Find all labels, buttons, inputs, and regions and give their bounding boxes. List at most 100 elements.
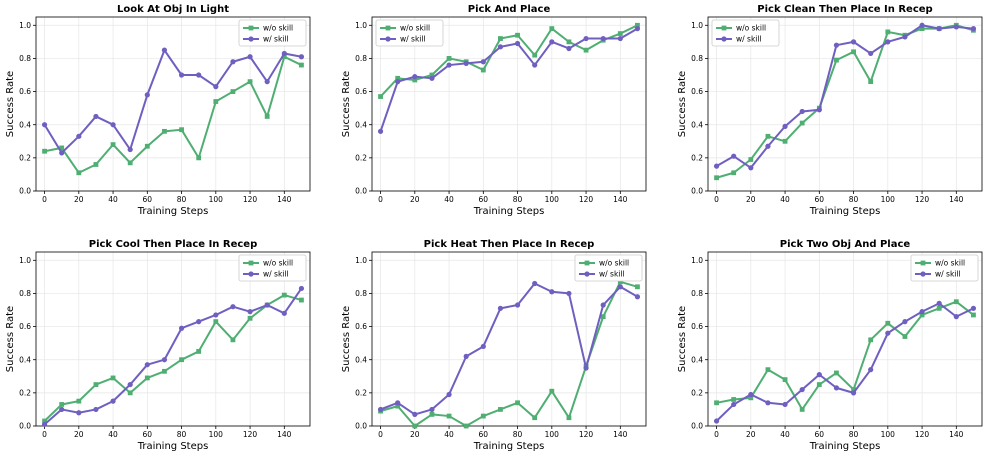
x-tick-label: 100 [545, 430, 560, 439]
x-tick-label: 80 [177, 430, 187, 439]
data-point [395, 75, 401, 81]
data-point [41, 421, 48, 427]
data-point [264, 79, 270, 85]
data-point [179, 127, 184, 133]
series-line [380, 282, 638, 416]
x-tick-label: 0 [42, 195, 47, 204]
data-point [919, 309, 925, 315]
data-point [42, 148, 47, 154]
data-point [76, 410, 82, 416]
x-tick-label: 0 [42, 430, 47, 439]
data-point [144, 375, 150, 381]
x-axis-label: Training Steps [809, 441, 881, 452]
x-tick-label: 140 [277, 430, 292, 439]
data-point [144, 362, 150, 368]
data-point [799, 407, 805, 412]
legend-label: w/ skill [935, 270, 961, 279]
data-point [497, 44, 504, 50]
data-point [264, 302, 270, 308]
data-point [885, 39, 891, 45]
series-without-skill [378, 279, 640, 429]
y-tick-label: 0.4 [19, 355, 31, 364]
y-axis-label: Success Rate [5, 71, 16, 137]
plot-frame [371, 251, 647, 427]
y-tick-label: 1.0 [355, 21, 367, 30]
data-point [936, 305, 942, 311]
data-point [885, 320, 891, 326]
data-point [498, 407, 503, 412]
x-tick-label: 80 [177, 195, 187, 204]
chart-title: Pick Cool Then Place In Recep [89, 239, 258, 250]
data-point [970, 305, 977, 311]
y-tick-label: 0.2 [355, 153, 367, 162]
data-point [281, 292, 287, 298]
data-point [377, 128, 384, 134]
data-point [765, 143, 771, 149]
y-tick-label: 1.0 [355, 256, 367, 265]
chart-title: Pick Two Obj And Place [780, 239, 911, 250]
data-point [748, 391, 754, 398]
x-axis-label: Training Steps [473, 441, 545, 452]
data-point [412, 423, 418, 429]
data-point [549, 289, 555, 295]
data-point [799, 120, 805, 126]
x-axis-label: Training Steps [473, 206, 545, 217]
x-tick-label: 0 [714, 195, 719, 204]
data-point [412, 411, 418, 417]
data-point [515, 32, 520, 38]
data-point [196, 319, 202, 325]
data-point [480, 59, 486, 65]
data-point [110, 375, 116, 381]
x-tick-label: 80 [849, 430, 859, 439]
legend-swatch-marker [248, 260, 254, 266]
data-point [377, 406, 384, 413]
data-point [162, 368, 167, 374]
legend-label: w/ skill [263, 270, 289, 279]
data-point [816, 382, 822, 387]
x-tick-label: 20 [74, 430, 84, 439]
x-tick-label: 60 [815, 195, 825, 204]
legend-label: w/ skill [599, 270, 625, 279]
y-tick-label: 0.8 [19, 289, 31, 298]
data-point [816, 372, 822, 378]
chart-title: Pick Clean Then Place In Recep [757, 4, 932, 15]
y-tick-label: 0.6 [19, 87, 31, 96]
x-tick-label: 60 [479, 430, 489, 439]
y-tick-label: 0.2 [691, 388, 703, 397]
data-point [748, 165, 754, 171]
data-point [247, 309, 253, 315]
y-tick-label: 0.2 [19, 388, 31, 397]
x-tick-label: 20 [410, 195, 420, 204]
data-point [748, 157, 754, 162]
x-tick-label: 100 [881, 195, 896, 204]
legend-swatch-marker [248, 36, 254, 42]
y-tick-label: 0.0 [691, 422, 703, 431]
series-line [716, 300, 975, 411]
data-point [868, 337, 874, 343]
y-tick-label: 0.4 [691, 355, 703, 364]
data-point [230, 337, 236, 343]
x-tick-label: 140 [613, 430, 628, 439]
data-point [178, 325, 185, 331]
series-line [43, 287, 303, 426]
x-tick-label: 0 [378, 195, 383, 204]
data-point [281, 310, 287, 316]
data-point [281, 50, 287, 57]
data-point [748, 395, 754, 401]
legend-swatch-marker [721, 25, 727, 31]
plot-frame [35, 16, 311, 192]
data-point [395, 79, 401, 85]
data-point [765, 400, 771, 406]
data-point [463, 353, 469, 359]
data-point [953, 24, 959, 30]
data-point [93, 162, 99, 167]
series-line [380, 280, 638, 427]
data-point [566, 39, 572, 45]
data-point [230, 59, 236, 65]
data-point [600, 314, 606, 320]
data-point [127, 381, 133, 388]
legend-label: w/ skill [736, 35, 762, 44]
y-tick-label: 0.6 [355, 322, 367, 331]
data-point [76, 133, 82, 139]
data-point [833, 42, 840, 48]
